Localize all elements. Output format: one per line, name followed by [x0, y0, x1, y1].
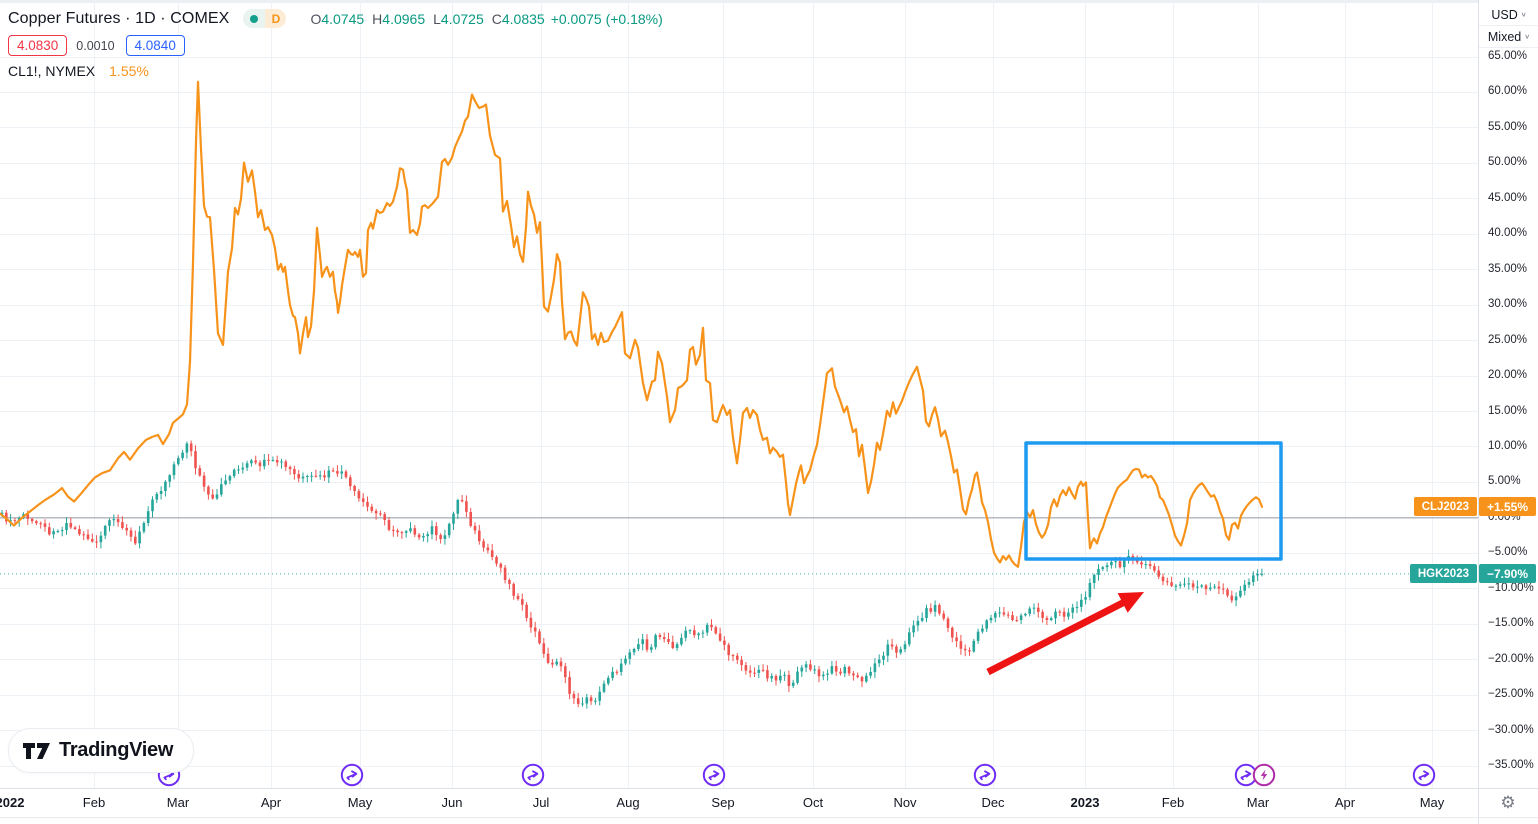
price-axis[interactable]: USD ∨ Mixed ∨ 65.00% 60.00% 55.00% 50.00% 45.0… [1478, 0, 1538, 824]
line-series-clj2023 [0, 80, 1264, 568]
time-axis-border [0, 788, 1538, 789]
symbol-title[interactable]: Copper Futures · 1D · COMEX [8, 9, 230, 27]
ohlc-letter: L [433, 10, 441, 27]
axis-separator [1479, 47, 1538, 48]
price-axis-tick: 65.00% [1488, 50, 1528, 62]
price-axis-tick: 20.00% [1488, 369, 1528, 382]
time-axis-label: May [1419, 795, 1445, 810]
timescale-arrow-icon[interactable] [702, 763, 726, 787]
axis-settings-gear-icon[interactable]: ⚙ [1500, 793, 1516, 812]
tradingview-logo-icon [23, 742, 50, 759]
ohlc-values: O4.0745 H4.0965 L4.0725 C4.0835 +0.0075 (+0.… [302, 11, 662, 27]
time-axis-label: Jun [441, 795, 463, 810]
timescale-arrow-icon[interactable] [1412, 763, 1436, 787]
currency-selector[interactable]: USD ∨ [1491, 7, 1527, 22]
time-axis-label: Sep [711, 795, 735, 810]
legend: Copper Futures · 1D · COMEX D O4.0745 H4.… [8, 9, 663, 86]
compare-change-value: 1.55% [109, 63, 149, 79]
price-axis-tick: 25.00% [1488, 333, 1528, 346]
chevron-down-icon: ∨ [1524, 32, 1531, 41]
time-axis-label: Mar [166, 795, 190, 810]
price-axis-tick: 10.00% [1488, 439, 1528, 452]
time-axis-label: Nov [893, 795, 917, 810]
delayed-data-icon: D [265, 9, 287, 28]
price-badge-hgk2023: −7.90% [1479, 564, 1536, 584]
price-axis-tick: −35.00% [1488, 759, 1534, 771]
ohlc-letter: O [310, 10, 322, 27]
tradingview-logo[interactable]: TradingView [8, 728, 195, 773]
drawing-arrow-shaft[interactable] [986, 598, 1128, 676]
drawing-arrow-head[interactable] [1117, 592, 1144, 613]
time-axis-label: May [347, 795, 373, 810]
bottom-border [0, 817, 1538, 818]
time-axis-label: Dec [981, 795, 1005, 810]
time-axis-label: 2023 [1070, 795, 1100, 810]
market-status-dot-icon [243, 9, 266, 28]
ohlc-value: 4.0725 [440, 10, 484, 27]
price-axis-tick: −30.00% [1488, 723, 1534, 736]
price-axis-tick: 60.00% [1488, 85, 1528, 98]
time-axis-label: Apr [1334, 795, 1356, 810]
ohlc-letter: C [491, 10, 502, 27]
axis-separator [1479, 25, 1538, 26]
spread-value: 0.0010 [76, 38, 115, 53]
time-axis-label: Aug [616, 795, 640, 810]
top-border [0, 0, 1538, 3]
ohlc-value: 4.0965 [382, 10, 426, 27]
price-axis-tick: −5.00% [1488, 546, 1528, 559]
price-axis-tick: 50.00% [1488, 156, 1528, 169]
ohlc-value: 4.0835 [501, 10, 545, 27]
series-label-clj2023: CLJ2023 [1413, 497, 1477, 517]
candlestick-series-hgk2023 [0, 440, 1264, 709]
lightning-event-icon[interactable] [1252, 763, 1276, 787]
time-axis-label: 2022 [0, 795, 25, 810]
ask-price-button[interactable]: 4.0840 [125, 35, 185, 56]
price-axis-tick: −20.00% [1488, 652, 1534, 665]
drawing-rectangle[interactable] [1024, 441, 1283, 561]
price-axis-tick: 45.00% [1488, 191, 1528, 204]
price-axis-tick: 40.00% [1488, 227, 1528, 240]
time-axis-label: Mar [1246, 795, 1270, 810]
time-axis[interactable]: 2022 Feb Mar Apr May Jun Jul Aug Sep Oct Nov Dec 202… [0, 789, 1478, 817]
compare-symbol-label[interactable]: CL1!, NYMEX [8, 63, 96, 79]
price-axis-tick: 55.00% [1488, 120, 1528, 133]
daily-change-value: +0.0075 (+0.18%) [550, 10, 663, 27]
bid-price-button[interactable]: 4.0830 [8, 35, 68, 56]
price-axis-tick: 5.00% [1488, 475, 1521, 488]
time-axis-label: Feb [1161, 795, 1185, 810]
series-label-hgk2023: HGK2023 [1409, 564, 1477, 584]
price-chart-canvas[interactable] [0, 0, 1478, 788]
timescale-arrow-icon[interactable] [973, 763, 997, 787]
chevron-down-icon: ∨ [1520, 10, 1527, 19]
price-axis-tick: 30.00% [1488, 298, 1528, 311]
price-axis-tick: −15.00% [1488, 617, 1534, 630]
timescale-arrow-icon[interactable] [521, 763, 545, 787]
timescale-arrow-icon[interactable] [340, 763, 364, 787]
ohlc-letter: H [372, 10, 383, 27]
time-axis-label: Feb [82, 795, 106, 810]
time-axis-label: Oct [802, 795, 824, 810]
ohlc-value: 4.0745 [321, 10, 365, 27]
price-axis-tick: −25.00% [1488, 688, 1534, 701]
time-axis-label: Apr [260, 795, 282, 810]
price-badge-clj2023: +1.55% [1479, 497, 1536, 517]
price-axis-tick: 35.00% [1488, 262, 1528, 275]
tradingview-logo-text: TradingView [59, 739, 174, 761]
price-axis-tick: 15.00% [1488, 404, 1528, 417]
market-status-pill[interactable]: D [243, 9, 287, 28]
price-axis-tick: −10.00% [1488, 581, 1534, 594]
time-axis-label: Jul [532, 795, 550, 810]
scale-mode-selector[interactable]: Mixed ∨ [1487, 29, 1531, 44]
